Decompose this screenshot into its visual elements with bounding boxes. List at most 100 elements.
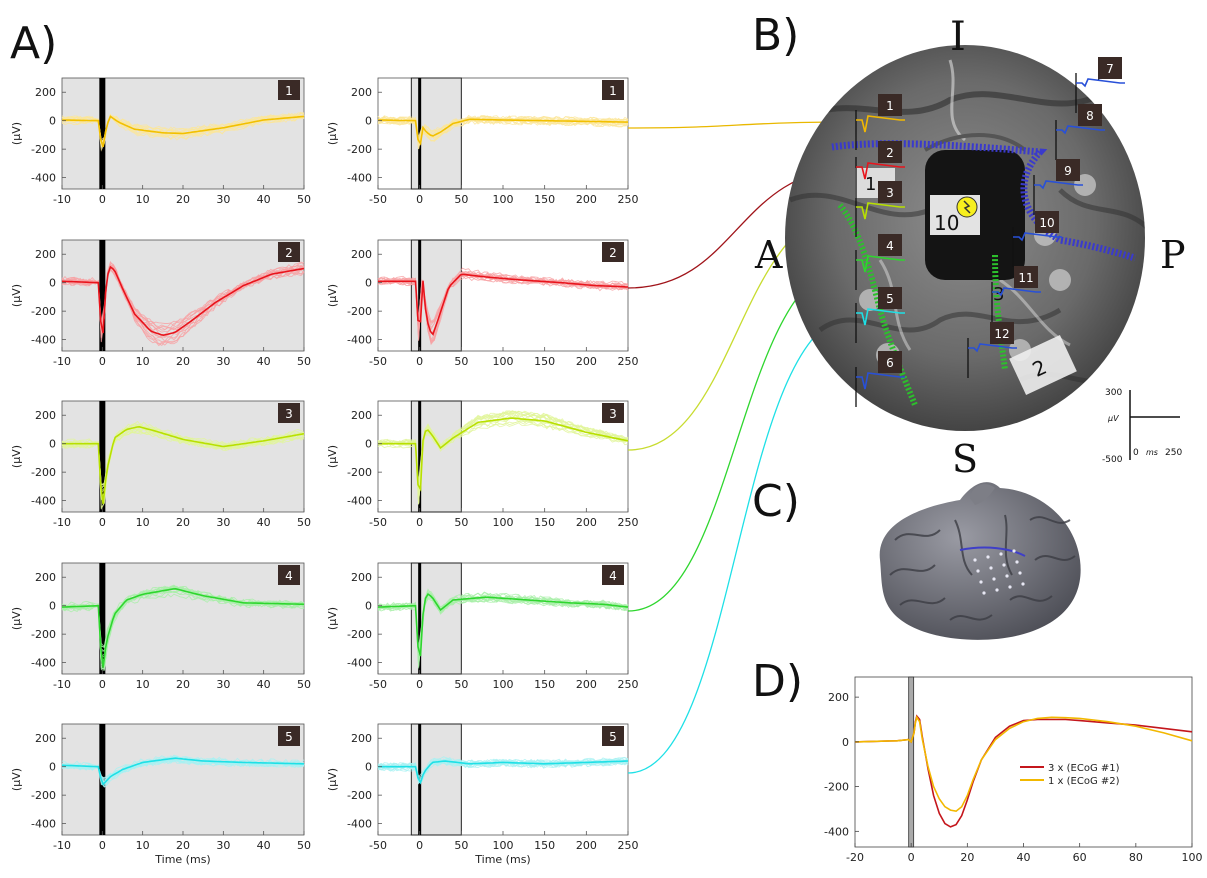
y-tick-label: 200: [35, 732, 56, 745]
x-tick-label: 0: [99, 516, 106, 529]
row-badge-label: 3: [285, 407, 293, 421]
electrode-trace: [992, 287, 1041, 297]
plot-area: [61, 723, 305, 836]
x-tick-label: 0: [99, 193, 106, 206]
row-badge: [602, 726, 624, 746]
mean-trace: [378, 273, 629, 336]
x-axis-label: Time (ms): [474, 853, 530, 866]
x-tick-label: 10: [136, 193, 150, 206]
stim-artifact: [99, 240, 106, 351]
electrode-trace: [1056, 125, 1105, 135]
row-badge-label: 4: [285, 569, 293, 583]
scale-bar: 300 µV -500 0 ms 250: [1102, 388, 1182, 465]
d-y-tick-label: -400: [824, 825, 849, 838]
electrode-badge: [878, 94, 902, 116]
x-tick-label: 150: [534, 516, 555, 529]
electrode-number: 6: [886, 356, 894, 370]
y-tick-label: -400: [347, 818, 372, 831]
connector-5: [627, 314, 857, 774]
x-tick-label: 40: [257, 839, 271, 852]
row-badge: [278, 242, 300, 262]
scale-x-unit: ms: [1146, 448, 1158, 457]
x-tick-label: 10: [136, 516, 150, 529]
electrode-4: 4: [855, 234, 905, 290]
x-tick-label: -50: [369, 678, 387, 691]
y-tick-label: 0: [365, 761, 372, 774]
y-tick-label: 0: [49, 115, 56, 128]
electrode-11: 11: [991, 266, 1041, 322]
x-tick-label: 250: [618, 839, 639, 852]
series-line-2: [854, 715, 1193, 813]
scale-y-bottom: -500: [1102, 455, 1123, 465]
electrode-2: 2: [855, 141, 905, 197]
x-tick-label: 30: [216, 678, 230, 691]
x-tick-label: 10: [136, 355, 150, 368]
row-badge: [602, 80, 624, 100]
stim-artifact: [99, 78, 106, 189]
chart-plot-area: [854, 676, 1193, 848]
erp-plot-2-short: 2 200 0 -200 -400 (µV) -10 0 10 20 30 40 50: [10, 239, 311, 368]
trial-trace: [377, 421, 629, 485]
x-tick-label: 150: [534, 193, 555, 206]
erp-plot-3-long: 3 200 0 -200 -400 (µV) -50 0 50 100 150 200 250: [326, 400, 639, 529]
y-tick-label: 0: [365, 438, 372, 451]
grid-dot: [1012, 549, 1016, 553]
row-badge-label: 1: [285, 84, 293, 98]
grid-dot: [973, 558, 977, 562]
x-tick-label: 100: [493, 839, 514, 852]
row-badge: [278, 80, 300, 100]
electrode-12: 12: [967, 322, 1017, 378]
x-tick-label: 0: [416, 516, 423, 529]
x-tick-label: 0: [416, 355, 423, 368]
scale-y-unit: µV: [1107, 414, 1119, 423]
row-badge: [602, 242, 624, 262]
electrode-3: 3: [855, 181, 905, 237]
x-tick-label: 10: [136, 678, 150, 691]
row-badge-label: 1: [609, 84, 617, 98]
d-y-tick-label: 0: [842, 736, 849, 749]
mean-trace: [61, 757, 304, 786]
grid-dot: [976, 569, 980, 573]
stim-label: 10: [934, 211, 959, 235]
electrode-trace: [1076, 78, 1125, 88]
chart-legend: 3 x (ECoG #1) 1 x (ECoG #2): [1020, 763, 1120, 787]
y-axis-label: (µV): [10, 122, 23, 145]
electrode-badge: [1014, 266, 1038, 288]
x-tick-label: 20: [176, 678, 190, 691]
d-x-tick-label: 60: [1073, 851, 1087, 864]
electrode-5: 5: [855, 287, 905, 343]
x-tick-label: 0: [99, 839, 106, 852]
row-badge-label: 2: [285, 246, 293, 260]
electrode-trace: [856, 372, 905, 390]
x-tick-label: 40: [257, 355, 271, 368]
erp-plot-5-long: 5 200 0 -200 -400 (µV) -50 0 50 100 150 200 250 Time …: [326, 723, 639, 866]
x-tick-label: 200: [576, 355, 597, 368]
mean-trace: [378, 118, 628, 146]
x-tick-label: 50: [454, 193, 468, 206]
y-axis-label: (µV): [10, 607, 23, 630]
x-tick-label: 20: [176, 193, 190, 206]
y-tick-label: 0: [49, 600, 56, 613]
orientation-p: P: [1160, 233, 1186, 277]
sulcus-trace-green-right: [992, 254, 1008, 371]
mean-trace: [61, 587, 305, 668]
y-tick-label: 200: [351, 571, 372, 584]
trial-trace: [61, 758, 305, 779]
grid-dot: [1015, 560, 1019, 564]
x-tick-label: 100: [493, 516, 514, 529]
legend-entry: 1 x (ECoG #2): [1048, 776, 1120, 787]
scale-x-start: 0: [1133, 448, 1139, 458]
electrode-badge: [1056, 159, 1080, 181]
y-tick-label: -400: [347, 495, 372, 508]
x-tick-label: 100: [493, 193, 514, 206]
erp-plot-2-long: 2 200 0 -200 -400 (µV) -50 0 50 100 150 200 250: [326, 239, 639, 368]
region-label-3: 3: [993, 284, 1004, 305]
electrode-trace: [1013, 232, 1062, 242]
row-badge-label: 4: [609, 569, 617, 583]
x-tick-label: 100: [493, 678, 514, 691]
x-tick-label: -50: [369, 355, 387, 368]
orientation-s: S: [952, 437, 978, 481]
